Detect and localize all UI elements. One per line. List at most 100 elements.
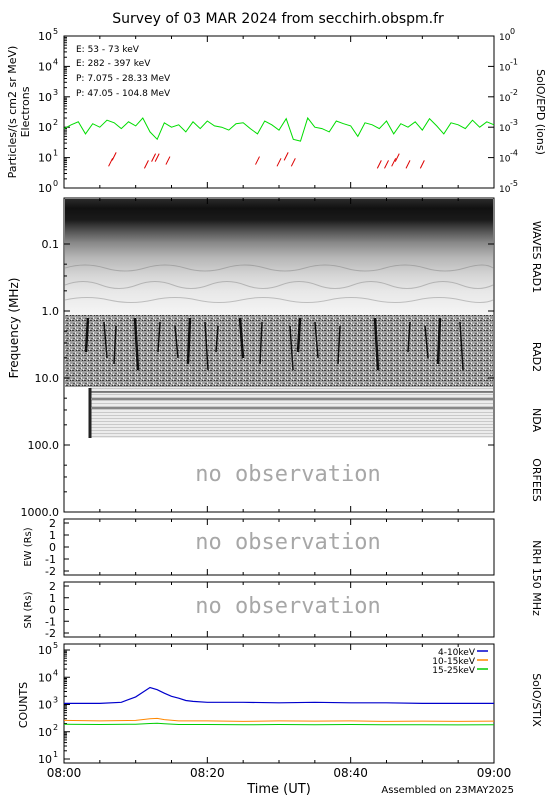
epd-right-tick-exp: 0 <box>510 27 515 36</box>
stix-tick-label: 10 <box>38 644 52 657</box>
epd-right-tick-label: 10 <box>499 63 511 73</box>
particles-right-label: SolO/EPD (ions) <box>534 69 547 155</box>
stix-legend-2: 10-15keV <box>432 657 476 667</box>
rad2-burst <box>238 317 245 359</box>
epd-left-tick-exp: 3 <box>53 88 58 97</box>
rad2-burst <box>436 317 442 365</box>
rad2-burst <box>157 321 161 353</box>
stix-legend: 4-10keV 10-15keV 15-25keV <box>432 648 488 676</box>
particles-legend: E: 53 - 73 keV E: 282 - 397 keV P: 7.075… <box>76 45 171 99</box>
rad2-burst <box>133 317 140 371</box>
epd-right-tick-exp: -4 <box>510 149 518 158</box>
stix-tick-label: 10 <box>38 671 52 684</box>
nrh-tick-label: -1 <box>45 553 56 566</box>
nrh-tick-label: -2 <box>45 565 56 578</box>
rad2-bursts <box>84 317 464 371</box>
nrh-ew-no-observation: no observation <box>195 530 380 555</box>
e282-mark <box>394 153 400 162</box>
particles-ylabel-electrons: Electrons <box>19 86 32 137</box>
epd-left-tick-exp: 2 <box>53 118 58 127</box>
label-nda: NDA <box>530 408 543 433</box>
stix-legend-3: 15-25keV <box>432 666 476 676</box>
nrh-sn-axis: 210-1-2 <box>45 580 69 640</box>
stix-series-10-15kev <box>63 717 495 722</box>
e282-mark <box>283 152 289 161</box>
rad2-burst <box>84 317 90 353</box>
epd-left-tick-label: 10 <box>38 60 52 73</box>
radio-axis: 0.1 1.0 10.0 100.0 1000.0 <box>21 238 494 519</box>
nrh-tick-label: 0 <box>49 604 56 617</box>
e282-mark <box>419 160 425 169</box>
epd-left-tick-label: 10 <box>38 152 52 165</box>
particles-ylabel: Particles/(s cm2 sr MeV) <box>6 46 19 179</box>
e282-mark <box>276 158 282 167</box>
epd-right-tick-exp: -3 <box>510 118 518 127</box>
epd-right-tick-label: 10 <box>499 124 511 134</box>
e282-mark <box>384 160 389 169</box>
rad2-burst <box>215 325 219 353</box>
nrh-tick-label: 0 <box>49 541 56 554</box>
nrh-sn-frame <box>63 581 495 638</box>
rad2-burst <box>113 325 117 365</box>
nrh-label: NRH 150 MHz <box>530 540 543 616</box>
epd-left-tick-label: 10 <box>38 30 52 43</box>
stix-ylabel: COUNTS <box>17 682 30 728</box>
legend-e53: E: 53 - 73 keV <box>76 45 140 55</box>
series-e53-line <box>63 116 495 142</box>
rad2-burst <box>259 321 263 365</box>
time-tick-label: 08:40 <box>333 766 368 780</box>
rad2-burst <box>186 317 192 365</box>
series-e282-marks <box>108 152 425 169</box>
epd-left-tick-exp: 5 <box>53 27 58 36</box>
nrh-tick-label: 1 <box>49 592 56 605</box>
e282-mark <box>151 153 157 162</box>
epd-right-tick-label: 10 <box>499 155 511 165</box>
rad1-texture <box>64 264 494 303</box>
e282-mark <box>290 158 296 167</box>
epd-left-tick-label: 10 <box>38 91 52 104</box>
e282-mark <box>376 160 382 169</box>
stix-tick-label: 10 <box>38 753 52 766</box>
e282-mark <box>405 160 411 169</box>
time-axis-label: Time (UT) <box>246 782 311 797</box>
rad2-burst <box>314 321 319 359</box>
nrh-sn-label: SN (Rs) <box>23 591 34 628</box>
epd-left-tick-label: 10 <box>38 121 52 134</box>
rad2-burst <box>103 321 108 359</box>
rad2-burst <box>337 325 341 365</box>
rad2-burst <box>204 321 209 371</box>
rad2-burst <box>407 321 411 353</box>
stix-series-15-25kev <box>63 722 495 726</box>
rad2-burst <box>424 325 429 359</box>
time-tick-label: 08:20 <box>190 766 225 780</box>
stix-tick-exp: 2 <box>53 723 58 732</box>
radio-tick-label: 1.0 <box>42 305 60 318</box>
nrh-ew-label: EW (Rs) <box>23 527 34 566</box>
label-rad2: RAD2 <box>530 342 543 372</box>
legend-p7: P: 7.075 - 28.33 MeV <box>76 74 171 84</box>
rad2-burst <box>459 321 464 371</box>
orfees-no-observation: no observation <box>195 462 380 487</box>
stix-tick-label: 10 <box>38 726 52 739</box>
nrh-tick-label: 2 <box>49 517 56 530</box>
nrh-sn-panel: 210-1-2 no observation SN (Rs) NRH 150 M… <box>23 540 543 640</box>
radio-ylabel: Frequency (MHz) <box>7 278 21 379</box>
epd-left-tick-exp: 1 <box>53 149 58 158</box>
nrh-ew-panel: 210-1-2 no observation EW (Rs) <box>23 517 495 578</box>
nrh-tick-label: 2 <box>49 580 56 593</box>
stix-series-4-10kev <box>64 686 494 704</box>
rad2-spectrum <box>65 315 493 387</box>
rad2-burst <box>174 325 179 359</box>
nrh-tick-label: 1 <box>49 529 56 542</box>
rad2-burst <box>373 317 380 371</box>
e282-mark <box>111 152 117 161</box>
nrh-ew-axis: 210-1-2 <box>45 517 69 578</box>
rad2-burst <box>289 325 294 371</box>
stix-tick-exp: 3 <box>53 696 58 705</box>
